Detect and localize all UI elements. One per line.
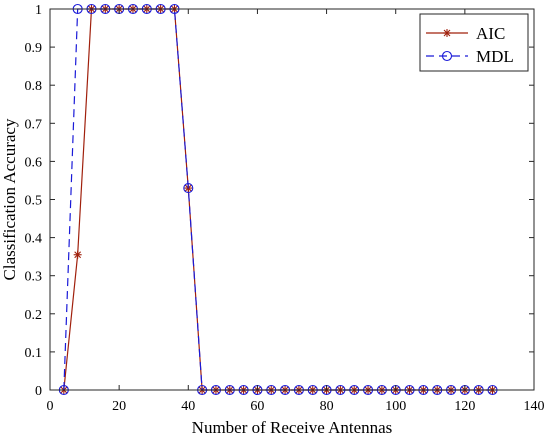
y-tick-label: 0.3 [25, 270, 43, 285]
legend-aic-label: AIC [476, 24, 505, 43]
data-point-mdl [183, 183, 194, 194]
y-axis-label: Classification Accuracy [0, 118, 19, 280]
x-tick-label: 140 [524, 399, 545, 414]
ticks-layer: 0 20 40 60 80 100 120 140 0 0.1 0.2 0.3 0.4 0.5 0.6 0.7… [25, 3, 545, 414]
legend-mdl-marker [441, 50, 453, 62]
x-tick-label: 0 [47, 399, 54, 414]
x-tick-label: 40 [181, 399, 195, 414]
x-tick-label: 20 [112, 399, 126, 414]
legend: AIC MDL [419, 13, 529, 72]
y-tick-label: 1 [35, 3, 42, 18]
y-tick-label: 0.9 [25, 41, 43, 56]
y-tick-label: 0.7 [25, 117, 43, 132]
legend-aic-marker [443, 29, 451, 37]
y-tick-label: 0 [35, 384, 42, 399]
data-point-aic [73, 250, 82, 259]
y-tick-label: 0.5 [25, 194, 43, 209]
y-tick-label: 0.2 [25, 308, 43, 323]
x-tick-label: 60 [250, 399, 264, 414]
legend-mdl-marker-shape [441, 50, 453, 62]
y-tick-label: 0.6 [25, 155, 43, 170]
x-tick-label: 80 [320, 399, 334, 414]
y-tick-label: 0.4 [25, 232, 43, 247]
x-tick-label: 100 [385, 399, 406, 414]
legend-box [419, 13, 529, 72]
plot-frame [49, 8, 535, 391]
y-tick-label: 0.1 [25, 346, 43, 361]
plot-background [50, 9, 534, 390]
legend-mdl-label: MDL [476, 47, 514, 66]
x-axis-label: Number of Receive Antennas [192, 418, 393, 437]
y-tick-label: 0.8 [25, 79, 43, 94]
x-tick-label: 120 [454, 399, 475, 414]
legend-aic-marker-shape [443, 29, 451, 37]
